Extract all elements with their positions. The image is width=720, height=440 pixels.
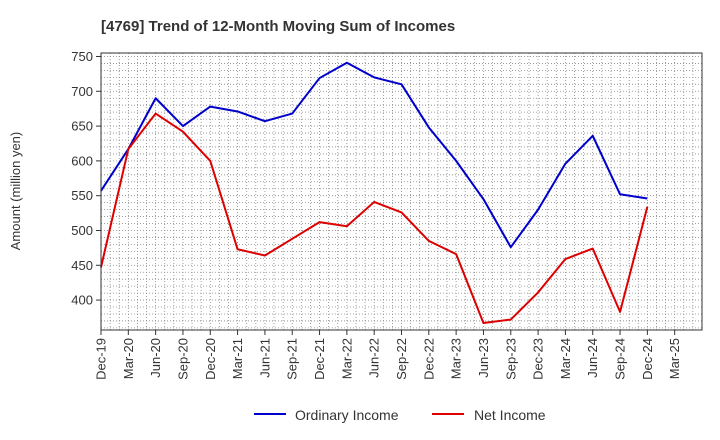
x-tick-label: Dec-21: [312, 338, 327, 380]
x-tick-label: Sep-22: [394, 338, 409, 380]
series-layer: [100, 61, 649, 325]
x-tick-label: Mar-24: [558, 338, 573, 379]
legend: Ordinary Income Net Income: [254, 407, 546, 423]
legend-label-ordinary-income: Ordinary Income: [295, 407, 399, 423]
x-tick-label: Sep-21: [285, 338, 300, 380]
chart-title: [4769] Trend of 12-Month Moving Sum of I…: [101, 18, 455, 35]
x-tick-label: Sep-20: [175, 338, 190, 380]
x-tick-label: Dec-22: [421, 338, 436, 380]
x-tick-label: Mar-22: [339, 338, 354, 379]
x-tick-label: Jun-22: [367, 338, 382, 378]
x-tick-label: Jun-23: [476, 338, 491, 378]
legend-label-net-income: Net Income: [474, 407, 546, 423]
grid: [101, 53, 702, 330]
x-tick-label: Jun-24: [585, 338, 600, 378]
y-tick-label: 550: [71, 188, 93, 203]
y-tick-label: 750: [71, 49, 93, 64]
x-tick-label: Mar-25: [667, 338, 682, 379]
x-tick-label: Dec-24: [640, 338, 655, 380]
y-tick-label: 500: [71, 223, 93, 238]
x-tick-label: Mar-23: [449, 338, 464, 379]
y-tick-label: 400: [71, 293, 93, 308]
y-tick-label: 600: [71, 153, 93, 168]
x-tick-label: Jun-20: [148, 338, 163, 378]
series-line-net-income: [100, 112, 649, 325]
y-axis: 400 450 500 550 600 650 700 750: [71, 49, 101, 308]
x-tick-label: Dec-20: [203, 338, 218, 380]
y-tick-label: 650: [71, 119, 93, 134]
x-tick-label: Dec-23: [531, 338, 546, 380]
x-tick-label: Jun-21: [257, 338, 272, 378]
x-tick-label: Mar-21: [230, 338, 245, 379]
x-tick-label: Sep-23: [503, 338, 518, 380]
x-tick-label: Sep-24: [613, 338, 628, 380]
x-tick-label: Mar-20: [121, 338, 136, 379]
y-axis-label: Amount (million yen): [8, 132, 23, 251]
y-tick-label: 450: [71, 258, 93, 273]
series-line-ordinary-income: [100, 61, 648, 249]
x-tick-label: Dec-19: [94, 338, 109, 380]
y-tick-label: 700: [71, 84, 93, 99]
x-axis: Dec-19 Mar-20 Jun-20 Sep-20 Dec-20 Mar-21 Jun-…: [94, 330, 682, 380]
